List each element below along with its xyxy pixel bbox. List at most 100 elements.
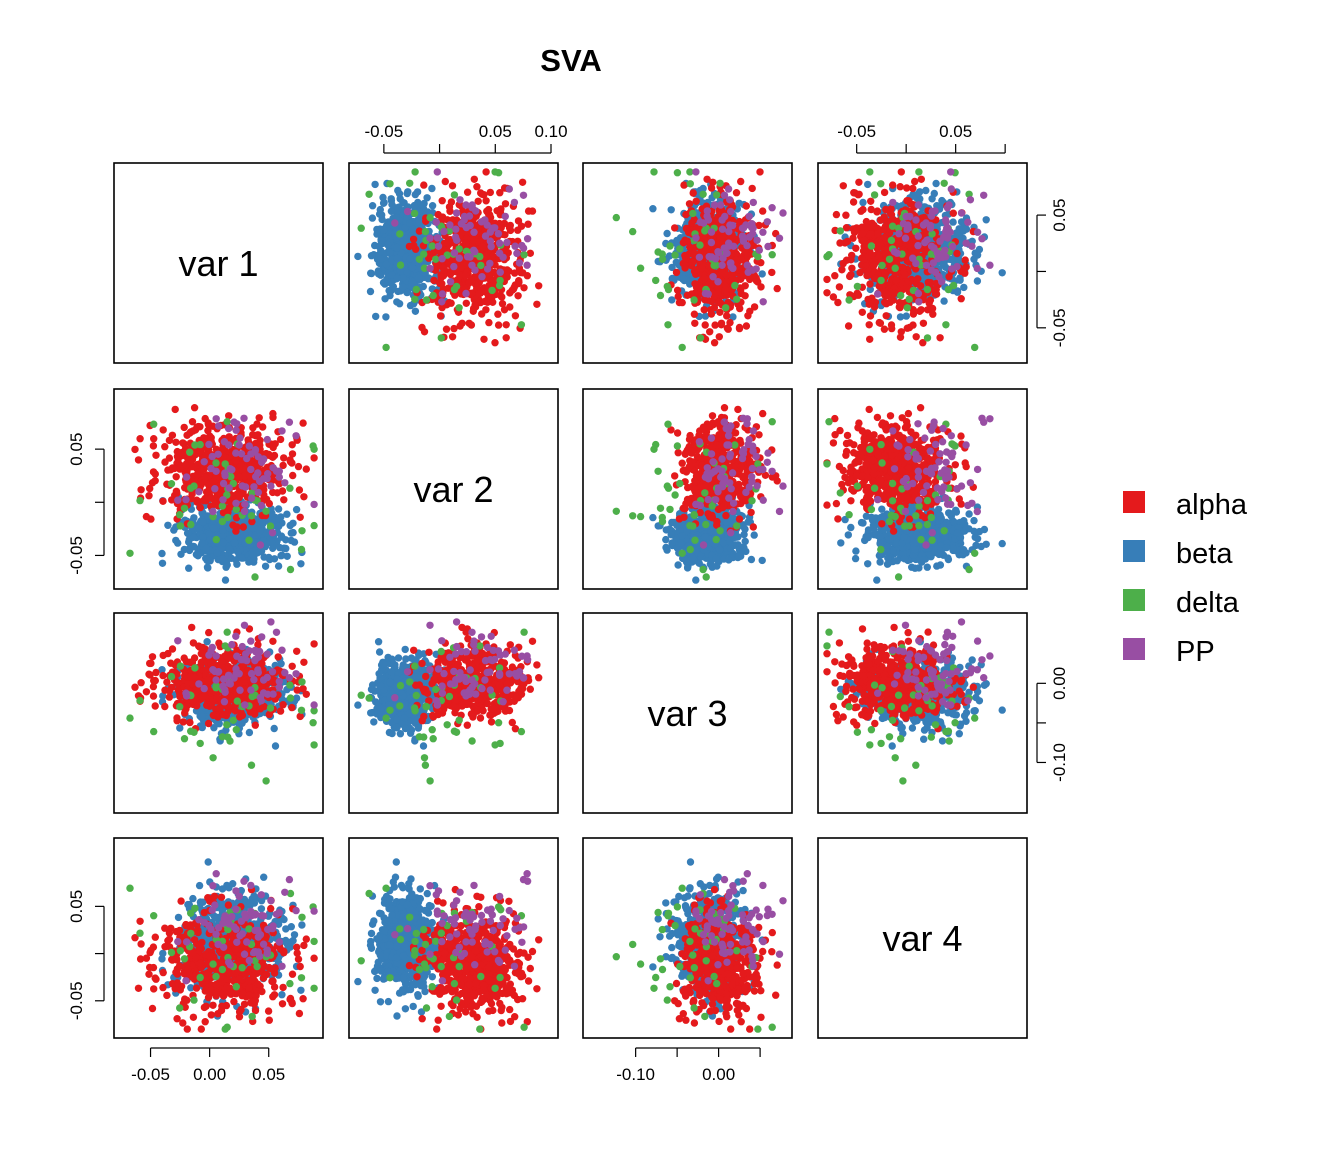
point-delta [488,287,495,294]
point-alpha [475,290,482,297]
point-delta [629,228,636,235]
point-alpha [310,454,317,461]
point-beta [668,296,675,303]
point-alpha [681,237,688,244]
point-PP [968,243,975,250]
point-beta [409,278,416,285]
point-PP [513,250,520,257]
point-PP [764,243,771,250]
point-PP [936,238,943,245]
point-PP [708,228,715,235]
point-alpha [280,454,287,461]
point-alpha [303,465,310,472]
point-beta [382,313,389,320]
point-alpha [963,263,970,270]
point-beta [195,525,202,532]
point-beta [380,226,387,233]
point-alpha [840,182,847,189]
point-PP [750,199,757,206]
chart-title: SVA [540,43,601,78]
point-PP [974,229,981,236]
point-alpha [681,264,688,271]
point-PP [947,168,954,175]
point-beta [194,551,201,558]
point-delta [699,191,706,198]
point-beta [922,187,929,194]
point-delta [889,223,896,230]
point-PP [708,253,715,260]
point-delta [438,334,445,341]
point-alpha [449,182,456,189]
point-beta [288,529,295,536]
point-PP [433,219,440,226]
point-PP [726,221,733,228]
point-beta [963,225,970,232]
point-alpha [145,492,152,499]
point-beta [288,537,295,544]
point-beta [903,312,910,319]
point-beta [256,527,263,534]
point-delta [453,283,460,290]
point-alpha [927,279,934,286]
point-alpha [449,333,456,340]
point-delta [382,344,389,351]
point-alpha [907,243,914,250]
point-alpha [202,452,209,459]
point-alpha [744,312,751,319]
point-delta [731,282,738,289]
diagonal-label: var 1 [178,243,258,284]
point-alpha [887,209,894,216]
point-PP [756,247,763,254]
point-alpha [867,312,874,319]
point-delta [837,227,844,234]
point-alpha [462,239,469,246]
point-alpha [143,513,150,520]
point-beta [190,543,197,550]
point-PP [929,208,936,215]
point-beta [219,527,226,534]
point-alpha [503,334,510,341]
point-PP [730,243,737,250]
point-alpha [297,514,304,521]
point-alpha [169,432,176,439]
point-alpha [495,321,502,328]
point-beta [231,539,238,546]
point-alpha [181,424,188,431]
panel-1-2 [349,163,558,363]
point-PP [404,208,411,215]
point-alpha [280,496,287,503]
point-alpha [472,303,479,310]
point-alpha [741,292,748,299]
point-alpha [269,414,276,421]
point-alpha [876,239,883,246]
point-alpha [759,207,766,214]
point-delta [877,277,884,284]
points [823,168,1006,351]
point-alpha [823,289,830,296]
point-alpha [918,176,925,183]
point-beta [210,524,217,531]
point-delta [769,251,776,258]
point-PP [895,230,902,237]
point-alpha [870,262,877,269]
point-beta [932,180,939,187]
point-beta [419,202,426,209]
point-alpha [465,279,472,286]
point-PP [721,192,728,199]
point-PP [943,225,950,232]
point-alpha [743,322,750,329]
point-alpha [722,286,729,293]
point-alpha [866,280,873,287]
point-alpha [709,179,716,186]
point-beta [222,576,229,583]
point-PP [939,254,946,261]
point-beta [864,181,871,188]
point-alpha [718,320,725,327]
point-delta [941,180,948,187]
point-beta [649,205,656,212]
point-PP [893,250,900,257]
point-PP [497,269,504,276]
point-beta [393,298,400,305]
point-beta [404,190,411,197]
point-beta [367,288,374,295]
